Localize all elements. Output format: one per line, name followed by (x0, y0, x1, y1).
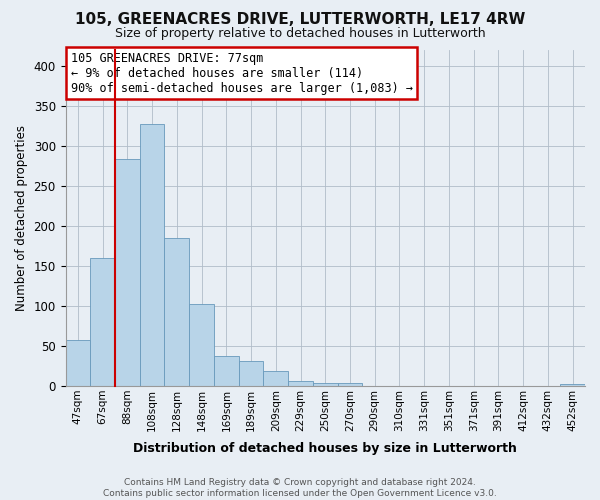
Bar (239, 361, 263, 386)
Bar (338, 383, 362, 386)
Bar (288, 381, 313, 386)
Text: 105, GREENACRES DRIVE, LUTTERWORTH, LE17 4RW: 105, GREENACRES DRIVE, LUTTERWORTH, LE17… (75, 12, 525, 28)
Bar (115, 159, 140, 386)
Bar (560, 384, 585, 386)
Bar (90, 258, 115, 386)
Bar (189, 304, 214, 386)
Text: 105 GREENACRES DRIVE: 77sqm
← 9% of detached houses are smaller (114)
90% of sem: 105 GREENACRES DRIVE: 77sqm ← 9% of deta… (71, 52, 413, 94)
Text: Size of property relative to detached houses in Lutterworth: Size of property relative to detached ho… (115, 28, 485, 40)
Bar (164, 238, 189, 386)
Bar (263, 371, 288, 386)
Bar (65, 340, 90, 386)
X-axis label: Distribution of detached houses by size in Lutterworth: Distribution of detached houses by size … (133, 442, 517, 455)
Bar (313, 383, 338, 386)
Y-axis label: Number of detached properties: Number of detached properties (15, 125, 28, 311)
Text: Contains HM Land Registry data © Crown copyright and database right 2024.
Contai: Contains HM Land Registry data © Crown c… (103, 478, 497, 498)
Bar (140, 124, 164, 386)
Bar (214, 356, 239, 386)
